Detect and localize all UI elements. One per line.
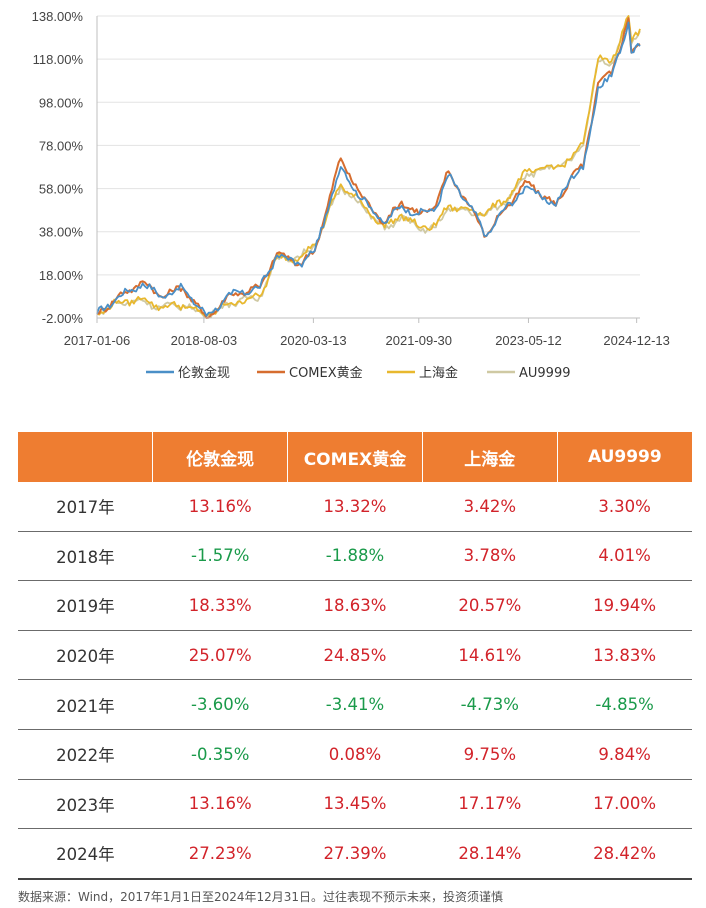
- legend-label: AU9999: [519, 366, 571, 381]
- return-cell: 28.42%: [557, 828, 692, 880]
- x-tick-label: 2018-08-03: [171, 333, 238, 348]
- header-cell-au9999: AU9999: [556, 432, 692, 482]
- source-note: 数据来源：Wind，2017年1月1日至2024年12月31日。过往表现不预示未…: [18, 890, 504, 904]
- year-cell: 2023年: [18, 779, 153, 830]
- year-cell: 2024年: [18, 828, 153, 880]
- legend-label: COMEX黄金: [289, 365, 363, 381]
- table-row: 2021年 -3.60% -3.41% -4.73% -4.85%: [18, 679, 692, 730]
- return-cell: -4.85%: [557, 679, 692, 730]
- year-cell: 2019年: [18, 580, 153, 631]
- return-cell: 13.16%: [152, 482, 288, 532]
- return-cell: 20.57%: [422, 580, 558, 631]
- year-cell: 2020年: [18, 630, 153, 681]
- return-cell: -3.60%: [152, 679, 288, 730]
- legend-label: 伦敦金现: [178, 365, 230, 381]
- year-cell: 2017年: [18, 482, 153, 532]
- y-tick-label: 78.00%: [39, 138, 84, 153]
- x-tick-label: 2020-03-13: [280, 333, 347, 348]
- return-cell: 28.14%: [422, 828, 558, 880]
- return-cell: -0.35%: [152, 729, 288, 780]
- return-cell: 27.39%: [287, 828, 423, 880]
- return-cell: 13.16%: [152, 779, 288, 830]
- series-line-2: [96, 15, 641, 317]
- return-cell: 13.45%: [287, 779, 423, 830]
- return-cell: 17.17%: [422, 779, 558, 830]
- grid-lines: [97, 15, 640, 319]
- year-cell: 2022年: [18, 729, 153, 780]
- return-cell: 0.08%: [287, 729, 423, 780]
- return-cell: 4.01%: [557, 531, 692, 582]
- series-line-0: [96, 21, 641, 317]
- table-row: 2023年 13.16% 13.45% 17.17% 17.00%: [18, 779, 692, 830]
- return-cell: 3.30%: [557, 482, 692, 532]
- return-cell: 9.84%: [557, 729, 692, 780]
- header-cell-shanghai-gold: 上海金: [421, 432, 558, 482]
- y-tick-label: 38.00%: [39, 225, 84, 240]
- series-line-3: [96, 17, 641, 319]
- y-tick-label: 58.00%: [39, 182, 84, 197]
- y-tick-label: 118.00%: [33, 52, 84, 67]
- table-header-row: 伦敦金现 COMEX黄金 上海金 AU9999: [18, 432, 692, 482]
- return-cell: 9.75%: [422, 729, 558, 780]
- y-tick-label: 138.00%: [32, 9, 84, 24]
- x-tick-label: 2017-01-06: [64, 333, 131, 348]
- return-cell: 19.94%: [557, 580, 692, 631]
- return-cell: 13.32%: [287, 482, 423, 532]
- y-tick-label: 18.00%: [39, 268, 84, 283]
- table-row: 2019年 18.33% 18.63% 20.57% 19.94%: [18, 580, 692, 631]
- year-cell: 2018年: [18, 531, 153, 582]
- table-row: 2017年 13.16% 13.32% 3.42% 3.30%: [18, 482, 692, 532]
- header-cell-london-gold: 伦敦金现: [152, 432, 288, 482]
- return-cell: 13.83%: [557, 630, 692, 681]
- table-row: 2024年 27.23% 27.39% 28.14% 28.42%: [18, 828, 692, 880]
- header-cell-year: [18, 432, 153, 482]
- return-cell: 18.63%: [287, 580, 423, 631]
- return-cell: 24.85%: [287, 630, 423, 681]
- y-tick-label: 98.00%: [39, 95, 84, 110]
- x-tick-label: 2023-05-12: [495, 333, 562, 348]
- table-row: 2018年 -1.57% -1.88% 3.78% 4.01%: [18, 531, 692, 582]
- x-tick-label: 2021-09-30: [386, 333, 453, 348]
- return-cell: -1.88%: [287, 531, 423, 582]
- return-cell: 17.00%: [557, 779, 692, 830]
- legend: 伦敦金现 COMEX黄金 上海金 AU9999: [146, 365, 571, 381]
- return-cell: -4.73%: [422, 679, 558, 730]
- gold-return-line-chart: 138.00% 118.00% 98.00% 78.00% 58.00% 38.00% 18…: [32, 9, 670, 381]
- return-cell: 3.78%: [422, 531, 558, 582]
- series-lines: [96, 15, 641, 319]
- table-row: 2022年 -0.35% 0.08% 9.75% 9.84%: [18, 729, 692, 780]
- x-tick-label: 2024-12-13: [603, 333, 670, 348]
- return-cell: 18.33%: [152, 580, 288, 631]
- legend-label: 上海金: [419, 365, 458, 381]
- table-row: 2020年 25.07% 24.85% 14.61% 13.83%: [18, 630, 692, 681]
- axes: 138.00% 118.00% 98.00% 78.00% 58.00% 38.00% 18…: [32, 9, 670, 348]
- header-cell-comex-gold: COMEX黄金: [287, 432, 423, 482]
- return-cell: 14.61%: [422, 630, 558, 681]
- annual-returns-table: 伦敦金现 COMEX黄金 上海金 AU9999 2017年 13.16% 13.32…: [18, 432, 692, 880]
- return-cell: -1.57%: [152, 531, 288, 582]
- year-cell: 2021年: [18, 679, 153, 730]
- return-cell: -3.41%: [287, 679, 423, 730]
- return-cell: 27.23%: [152, 828, 288, 880]
- series-line-1: [96, 17, 641, 319]
- y-tick-label: -2.00%: [42, 311, 84, 326]
- return-cell: 3.42%: [422, 482, 558, 532]
- return-cell: 25.07%: [152, 630, 288, 681]
